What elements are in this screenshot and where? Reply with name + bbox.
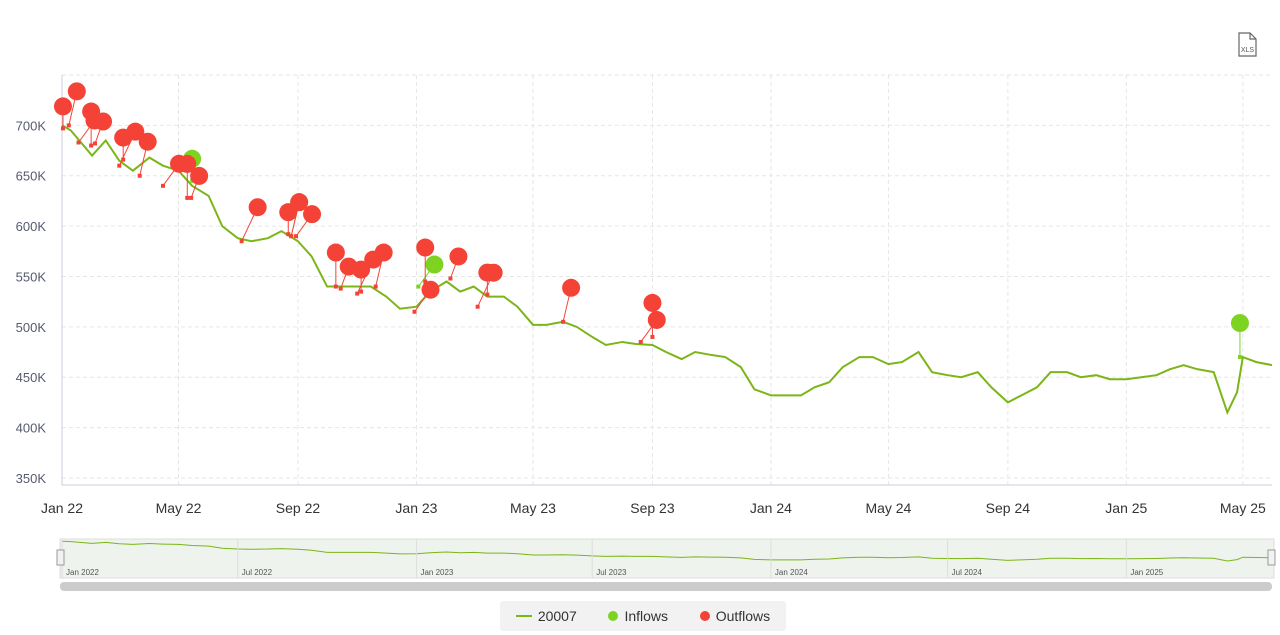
outflow-marker [67, 82, 86, 101]
inflow-marker [1230, 314, 1249, 333]
legend-item-outflows[interactable]: Outflows [699, 608, 771, 624]
outflow-point [485, 292, 490, 297]
legend: 20007 Inflows Outflows [500, 601, 786, 631]
outflow-point [423, 279, 428, 284]
outflow-point [333, 284, 338, 289]
outflow-point [93, 141, 98, 146]
navigator-label: Jan 2024 [775, 568, 808, 577]
y-tick-label: 550K [16, 269, 47, 284]
outflow-point [60, 126, 65, 131]
outflow-marker [290, 193, 309, 212]
y-tick-label: 700K [16, 118, 47, 133]
outflow-marker [303, 205, 322, 224]
navigator-label: Jan 2022 [66, 568, 99, 577]
inflow-point [1237, 355, 1242, 360]
outflow-marker [94, 112, 113, 131]
x-tick-label: Sep 23 [630, 500, 675, 516]
navigator-label: Jan 2025 [1130, 568, 1163, 577]
outflow-marker [352, 260, 371, 279]
outflow-point [561, 319, 566, 324]
navigator-label: Jul 2024 [952, 568, 983, 577]
outflow-point [89, 143, 94, 148]
outflow-point [189, 195, 194, 200]
outflow-point [294, 234, 299, 239]
outflow-point [160, 183, 165, 188]
outflow-marker [643, 293, 662, 312]
y-tick-label: 400K [16, 421, 47, 436]
inflow-marker [425, 255, 444, 274]
outflow-marker [449, 247, 468, 266]
svg-text:XLS: XLS [1241, 47, 1255, 54]
outflow-point [185, 195, 190, 200]
outflow-marker [53, 97, 72, 116]
outflow-marker [190, 166, 209, 185]
navigator-series [61, 540, 1273, 562]
outflow-marker [178, 154, 197, 173]
green-dot-icon [608, 611, 619, 621]
inflow-point [416, 284, 421, 289]
outflow-point [475, 304, 480, 309]
y-tick-label: 600K [16, 219, 47, 234]
legend-label: 20007 [537, 608, 577, 624]
stock-chart: 350K 400K 450K 500K 550K 600K 650K 700K Jan 22 Ma… [16, 74, 1276, 591]
legend-label: Outflows [715, 608, 771, 624]
x-tick-label: May 22 [156, 500, 202, 516]
x-tick-label: Jan 25 [1105, 500, 1147, 516]
outflow-point [286, 232, 291, 237]
x-tick-label: Jan 22 [41, 500, 83, 516]
outflow-marker [416, 238, 435, 257]
outflow-point [117, 163, 122, 168]
x-tick-label: May 25 [1220, 500, 1266, 516]
outflow-point [338, 286, 343, 291]
outflow-point [137, 173, 142, 178]
outflow-point [359, 289, 364, 294]
navigator-label: Jul 2023 [596, 568, 627, 577]
outflow-marker [421, 280, 440, 299]
outflow-marker [114, 128, 133, 147]
x-tick-label: Sep 22 [276, 500, 321, 516]
outflow-marker [647, 310, 666, 329]
y-tick-label: 500K [16, 320, 47, 335]
x-tick-label: Jan 24 [750, 500, 792, 516]
y-tick-label: 450K [16, 370, 47, 385]
outflow-marker [248, 198, 267, 217]
legend-item-inflows[interactable]: Inflows [608, 608, 668, 624]
outflow-point [66, 123, 71, 128]
outflow-point [373, 284, 378, 289]
x-tick-label: Sep 24 [986, 500, 1031, 516]
outflow-point [412, 309, 417, 314]
legend-item-series[interactable]: 20007 [515, 608, 577, 624]
x-tick-label: Jan 23 [395, 500, 437, 516]
outflow-marker [82, 102, 101, 121]
outflow-point [239, 239, 244, 244]
outflow-point [638, 339, 643, 344]
legend-label: Inflows [624, 608, 669, 624]
export-xls-button[interactable]: XLS [1236, 32, 1258, 58]
xls-file-icon: XLS [1238, 32, 1257, 57]
y-tick-label: 350K [16, 471, 47, 486]
outflow-point [121, 157, 126, 162]
x-tick-label: May 24 [865, 500, 911, 516]
navigator-handle[interactable] [1267, 549, 1276, 566]
x-tick-label: May 23 [510, 500, 556, 516]
outflow-point [448, 276, 453, 281]
outflow-point [76, 140, 81, 145]
outflow-marker [562, 278, 581, 297]
y-tick-label: 650K [16, 169, 47, 184]
series-line-20007 [61, 124, 1273, 416]
outflow-marker [326, 243, 345, 262]
outflow-marker [138, 132, 157, 151]
navigator-handle[interactable] [56, 549, 65, 566]
outflow-marker [478, 263, 497, 282]
navigator-label: Jul 2022 [242, 568, 273, 577]
red-dot-icon [699, 611, 710, 621]
outflow-marker [374, 243, 393, 262]
outflow-point [289, 234, 294, 239]
navigator-label: Jan 2023 [420, 568, 453, 577]
scrollbar[interactable] [60, 582, 1272, 591]
outflow-point [650, 334, 655, 339]
outflow-point [355, 291, 360, 296]
line-swatch-icon [515, 615, 532, 617]
